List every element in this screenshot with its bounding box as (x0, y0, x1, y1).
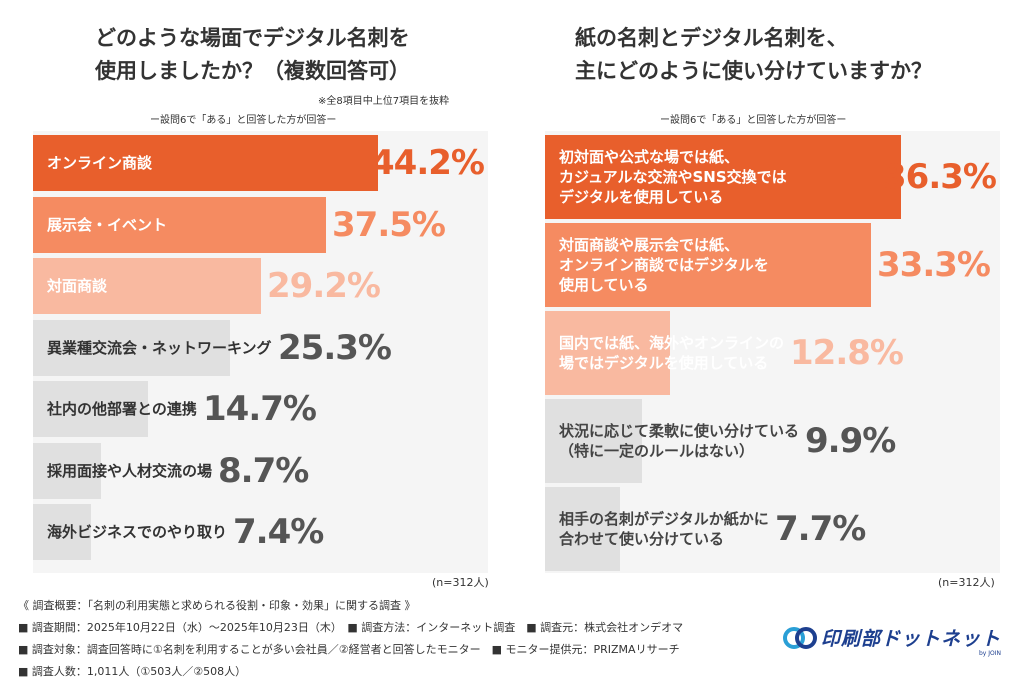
footer-summary: 《 調査概要：「名刺の利用実態と求められる役割・印象・効果」に関する調査 》 (18, 599, 416, 612)
footer-count: ■ 調査人数：1,011人（①503人／②508人） (18, 665, 247, 678)
left-title-line1: どのような場面でデジタル名刺を (95, 26, 410, 50)
bar-1-3 (545, 399, 642, 483)
bar-value-1-0: 36.3% (883, 157, 997, 197)
bar-label-0-0: オンライン商談 (47, 154, 153, 172)
bar-0-1 (33, 196, 326, 253)
bar-value-0-1: 37.5% (332, 204, 446, 245)
bar-0-0 (33, 135, 378, 191)
left-n-label: (n=312人) (432, 576, 489, 589)
bar-label-1-4: 相手の名刺がデジタルか紙かに 合わせて使い分けている (559, 510, 769, 548)
logo-mark-icon (783, 627, 817, 649)
right-title-line1: 紙の名刺とデジタル名刺を、 (575, 26, 848, 50)
right-n-label: (n=312人) (938, 576, 995, 589)
bar-label-0-3: 異業種交流会・ネットワーキング (47, 338, 272, 357)
left-subtitle: ー設問6で「ある」と回答した方が回答ー (150, 115, 337, 126)
bar-value-0-5: 8.7% (218, 450, 309, 491)
bar-0-6 (33, 504, 91, 560)
bar-0-2 (33, 258, 261, 314)
footer-target: ■ 調査対象：調査回答時に①名刺を利用することが多い会社員／②経営者と回答したモ… (18, 643, 680, 656)
right-title-line2: 主にどのように使い分けていますか？ (575, 59, 932, 83)
logo-by: by JOIN (979, 650, 1002, 657)
footer-period: ■ 調査期間：2025年10月22日（水）〜2025年10月23日（木） ■ 調… (18, 621, 684, 634)
brand-logo: 印刷部ドットネット by JOIN (783, 620, 1013, 660)
bar-value-0-3: 25.3% (278, 327, 392, 368)
right-subtitle: ー設問6で「ある」と回答した方が回答ー (660, 115, 847, 126)
left-note: ※全8項目中上位7項目を抜粋 (318, 96, 450, 107)
bar-label-0-5: 採用面接や人材交流の場 (47, 461, 213, 480)
bar-value-0-6: 7.4% (233, 512, 324, 552)
bar-label-1-0: 初対面や公式な場では紙、 カジュアルな交流やSNS交換では デジタルを使用してい… (559, 148, 787, 206)
bar-value-1-3: 9.9% (805, 421, 896, 461)
bar-value-0-2: 29.2% (267, 266, 381, 306)
left-title-line2: 使用しましたか？（複数回答可） (95, 59, 410, 83)
bar-1-0 (545, 135, 901, 219)
right-chart-panel: 初対面や公式な場では紙、 カジュアルな交流やSNS交換では デジタルを使用してい… (545, 131, 1000, 573)
bar-1-1 (545, 223, 871, 307)
bar-1-4 (545, 487, 620, 571)
bar-label-0-4: 社内の他部署との連携 (47, 400, 197, 418)
logo-text: 印刷部ドットネット (821, 628, 1002, 650)
bar-value-1-1: 33.3% (877, 245, 991, 285)
bar-label-1-2: 国内では紙、海外やオンラインの 場ではデジタルを使用している (559, 334, 785, 372)
bar-label-0-6: 海外ビジネスでのやり取り (47, 523, 228, 541)
bar-1-2 (545, 311, 670, 395)
bar-value-1-2: 12.8% (790, 333, 904, 373)
bar-label-0-2: 対面商談 (47, 277, 108, 295)
bar-0-5 (33, 442, 101, 499)
bar-value-0-0: 44.2% (371, 143, 485, 183)
bar-label-1-1: 対面商談や展示会では紙、 オンライン商談ではデジタルを 使用している (559, 236, 769, 294)
right-chart: 初対面や公式な場では紙、 カジュアルな交流やSNS交換では デジタルを使用してい… (545, 131, 1000, 573)
left-chart-panel: オンライン商談 44.2% 展示会・イベント 37.5% 対面商談 29.2% 異業種交流会… (33, 131, 488, 573)
bar-value-0-4: 14.7% (203, 389, 317, 429)
bar-0-3 (33, 319, 230, 376)
bar-value-1-4: 7.7% (775, 509, 866, 549)
left-chart: オンライン商談 44.2% 展示会・イベント 37.5% 対面商談 29.2% 異業種交流会… (33, 131, 488, 573)
bar-label-0-1: 展示会・イベント (47, 215, 168, 234)
bar-label-1-3: 状況に応じて柔軟に使い分けている （特に一定のルールはない） (559, 422, 800, 460)
bar-0-4 (33, 381, 148, 437)
